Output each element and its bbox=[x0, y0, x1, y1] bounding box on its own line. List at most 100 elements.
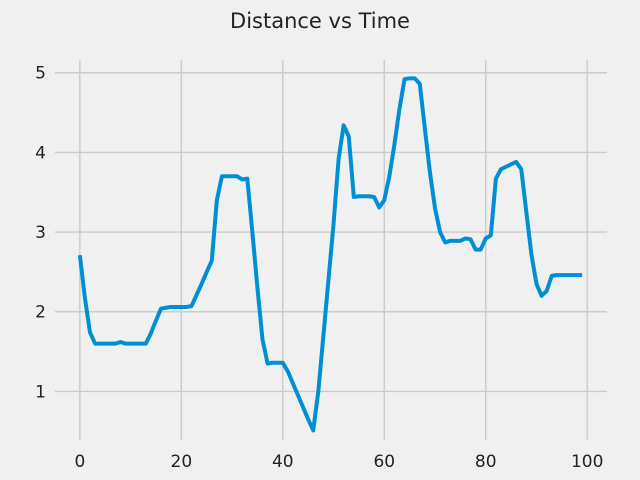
data-point bbox=[428, 170, 432, 174]
data-point bbox=[438, 230, 442, 234]
data-point bbox=[316, 389, 320, 393]
data-point bbox=[570, 273, 574, 277]
data-point bbox=[83, 296, 87, 300]
data-point bbox=[184, 305, 188, 309]
data-point bbox=[255, 286, 259, 290]
data-point bbox=[159, 307, 163, 311]
data-point bbox=[291, 381, 295, 385]
data-point bbox=[514, 160, 518, 164]
data-point bbox=[281, 361, 285, 365]
data-point bbox=[230, 174, 234, 178]
data-point bbox=[240, 178, 244, 182]
y-tick-label: 1 bbox=[35, 382, 46, 402]
data-point bbox=[326, 278, 330, 282]
x-tick-label: 80 bbox=[475, 452, 497, 472]
data-point bbox=[352, 195, 356, 199]
data-point bbox=[403, 77, 407, 81]
data-point bbox=[494, 177, 498, 181]
data-point bbox=[474, 248, 478, 252]
data-point bbox=[413, 76, 417, 80]
data-point bbox=[235, 174, 239, 178]
data-point bbox=[189, 304, 193, 308]
data-point bbox=[504, 165, 508, 169]
data-point bbox=[164, 306, 168, 310]
data-point bbox=[529, 252, 533, 256]
y-tick-label: 2 bbox=[35, 303, 46, 323]
x-tick-label: 40 bbox=[272, 452, 294, 472]
data-point bbox=[113, 342, 117, 346]
data-point bbox=[357, 194, 361, 198]
data-point bbox=[179, 305, 183, 309]
data-point bbox=[469, 237, 473, 241]
data-point bbox=[118, 340, 122, 344]
data-point bbox=[154, 319, 158, 323]
data-point bbox=[382, 198, 386, 202]
data-point bbox=[387, 174, 391, 178]
x-tick-label: 20 bbox=[171, 452, 193, 472]
data-point bbox=[93, 342, 97, 346]
data-point bbox=[200, 282, 204, 286]
data-point bbox=[560, 273, 564, 277]
data-point bbox=[134, 342, 138, 346]
data-point bbox=[534, 282, 538, 286]
data-point bbox=[458, 239, 462, 243]
data-point bbox=[205, 270, 209, 274]
data-point bbox=[220, 174, 224, 178]
data-point bbox=[195, 293, 199, 297]
x-tick-label: 0 bbox=[74, 452, 85, 472]
data-point bbox=[362, 194, 366, 198]
data-point bbox=[169, 305, 173, 309]
data-point bbox=[210, 259, 214, 263]
data-point bbox=[215, 198, 219, 202]
data-point bbox=[271, 361, 275, 365]
data-point bbox=[276, 361, 280, 365]
data-point bbox=[245, 177, 249, 181]
data-point bbox=[392, 142, 396, 146]
data-point bbox=[408, 76, 412, 80]
x-tick-label: 60 bbox=[373, 452, 395, 472]
data-point bbox=[540, 294, 544, 298]
data-point bbox=[174, 305, 178, 309]
series-layer bbox=[77, 76, 584, 433]
data-point bbox=[332, 222, 336, 226]
y-tick-label: 4 bbox=[35, 143, 46, 163]
data-point bbox=[448, 239, 452, 243]
data-point bbox=[499, 167, 503, 171]
data-point bbox=[78, 253, 82, 257]
data-point bbox=[423, 127, 427, 131]
data-point bbox=[266, 362, 270, 366]
series-line bbox=[77, 76, 583, 433]
data-point bbox=[225, 174, 229, 178]
data-point bbox=[443, 240, 447, 244]
data-point bbox=[342, 123, 346, 127]
data-point bbox=[575, 273, 579, 277]
data-point bbox=[509, 162, 513, 166]
data-point bbox=[103, 342, 107, 346]
y-tick-label: 3 bbox=[35, 223, 46, 243]
data-point bbox=[418, 82, 422, 86]
data-point bbox=[108, 342, 112, 346]
data-point bbox=[139, 342, 143, 346]
data-point bbox=[98, 342, 102, 346]
data-point bbox=[321, 334, 325, 338]
data-point bbox=[129, 342, 133, 346]
tick-label-layer: 0 20 40 60 80 100 1 2 3 4 5 bbox=[35, 64, 603, 472]
data-point bbox=[306, 417, 310, 421]
data-point bbox=[377, 205, 381, 209]
data-point bbox=[296, 393, 300, 397]
data-point bbox=[550, 274, 554, 278]
data-point bbox=[489, 233, 493, 237]
data-point bbox=[580, 273, 584, 277]
data-point bbox=[261, 338, 265, 342]
data-point bbox=[453, 239, 457, 243]
x-tick-label: 100 bbox=[571, 452, 603, 472]
data-point bbox=[397, 107, 401, 111]
data-point bbox=[149, 331, 153, 335]
data-point bbox=[555, 273, 559, 277]
data-point bbox=[372, 195, 376, 199]
data-point bbox=[337, 157, 341, 161]
data-point bbox=[433, 206, 437, 210]
data-point bbox=[479, 248, 483, 252]
